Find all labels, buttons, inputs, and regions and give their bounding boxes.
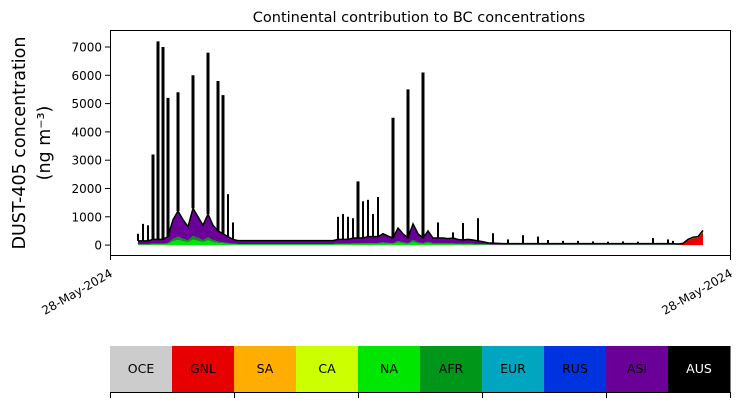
- area-na: [138, 231, 703, 246]
- y-tick-label: 0: [94, 239, 102, 253]
- y-tick-label: 3000: [71, 154, 102, 168]
- colorbar-label: NA: [380, 361, 398, 376]
- colorbar-label: AFR: [439, 361, 464, 376]
- x-tick-label: 28-May-2024: [39, 266, 114, 318]
- colorbar-cell-asi: [606, 346, 669, 392]
- chart-title: Continental contribution to BC concentra…: [253, 10, 585, 26]
- colorbar-label: RUS: [562, 361, 588, 376]
- colorbar-label: ASI: [627, 361, 647, 376]
- y-tick-label: 6000: [71, 69, 102, 83]
- y-tick-label: 4000: [71, 125, 102, 139]
- colorbar-label: GNL: [190, 361, 216, 376]
- colorbar-label: OCE: [128, 361, 155, 376]
- total-outline: [138, 206, 704, 245]
- colorbar-label: SA: [257, 361, 274, 376]
- colorbar-cell-ca: [296, 346, 359, 392]
- x-tick-label: 28-May-2024: [659, 266, 734, 318]
- y-tick-label: 2000: [71, 182, 102, 196]
- y-tick-label: 7000: [71, 40, 102, 54]
- colorbar: OCE GNL SA CA NA AFR EUR RUS ASI AUS: [110, 346, 731, 398]
- x-axis: 28-May-2024 28-May-2024: [39, 255, 735, 318]
- colorbar-label: AUS: [686, 361, 712, 376]
- y-tick-label: 1000: [71, 210, 102, 224]
- y-axis-label-line2: (ng m⁻³): [35, 106, 55, 181]
- y-axis-label: DUST-405 concentration (ng m⁻³): [10, 37, 55, 250]
- colorbar-label: CA: [318, 361, 336, 376]
- colorbar-cell-na: [358, 346, 421, 392]
- colorbar-cell-eur: [482, 346, 545, 392]
- colorbar-cell-sa: [234, 346, 297, 392]
- y-tick-label: 5000: [71, 97, 102, 111]
- colorbar-cell-gnl: [172, 346, 235, 392]
- plot-frame: [110, 30, 731, 256]
- colorbar-cell-rus: [544, 346, 607, 392]
- colorbar-cell-oce: [110, 346, 173, 392]
- y-axis-label-line1: DUST-405 concentration: [10, 37, 30, 250]
- colorbar-cell-aus: [668, 346, 731, 392]
- y-axis: 0 1000 2000 3000 4000 5000 6000 7000: [71, 40, 110, 253]
- aus-spikes: [137, 41, 704, 245]
- colorbar-cell-afr: [420, 346, 483, 392]
- colorbar-label: EUR: [500, 361, 526, 376]
